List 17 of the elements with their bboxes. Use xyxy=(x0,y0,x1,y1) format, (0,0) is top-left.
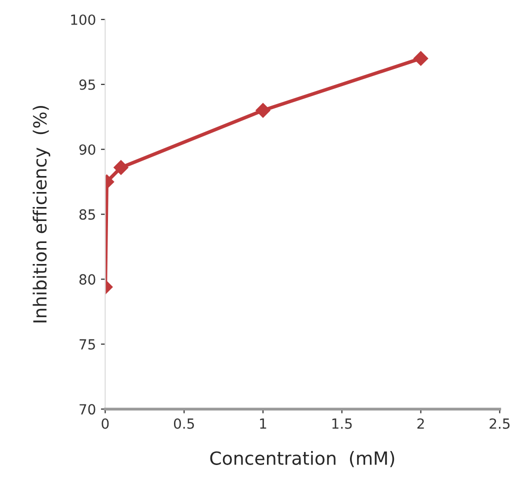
x-tick-label: 2 xyxy=(417,418,424,429)
x-tick-label: 1 xyxy=(260,418,266,429)
y-axis-title: Inhibition efficiency (%) xyxy=(32,106,50,322)
x-tick-label: 0 xyxy=(102,418,109,429)
point xyxy=(256,102,270,118)
y-tick-label: 85 xyxy=(79,209,95,220)
y-tick-label: 90 xyxy=(79,144,96,155)
x-tick-label: 0.5 xyxy=(174,418,194,429)
x-axis-title: Concentration (mM) xyxy=(210,450,394,468)
x-tick-label: 2.5 xyxy=(490,418,510,429)
point xyxy=(413,51,428,66)
y-tick-label: 80 xyxy=(79,274,96,285)
y-tick-label: 100 xyxy=(71,14,96,25)
y-tick-label: 95 xyxy=(79,79,95,90)
x-tick-label: 1.5 xyxy=(332,418,352,429)
y-tick-label: 75 xyxy=(80,339,95,350)
y-tick-label: 70 xyxy=(80,404,96,415)
